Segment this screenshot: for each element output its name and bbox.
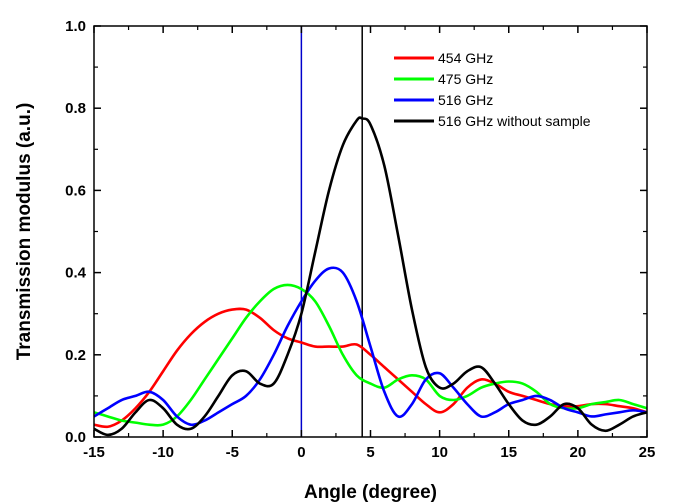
x-tick-label: 15 <box>500 444 517 461</box>
plot-area-frame <box>93 25 648 438</box>
legend-label: 516 GHz <box>438 92 493 108</box>
x-axis-title: Angle (degree) <box>304 482 437 503</box>
y-tick-label: 0.8 <box>65 100 86 117</box>
x-tick-label: 0 <box>297 444 305 461</box>
series-line-1 <box>93 283 648 427</box>
y-axis-title: Transmission modulus (a.u.) <box>14 103 35 361</box>
legend-label: 516 GHz without sample <box>438 113 591 129</box>
legend-label: 475 GHz <box>438 71 493 87</box>
axis-ticks <box>93 25 648 438</box>
y-tick-label: 0.4 <box>65 265 87 282</box>
series-lines <box>93 116 648 437</box>
y-tick-label: 0.0 <box>65 429 86 446</box>
y-tick-label: 1.0 <box>65 18 86 35</box>
series-line-3 <box>93 116 648 437</box>
legend-label: 454 GHz <box>438 50 493 66</box>
x-tick-label: 10 <box>431 444 448 461</box>
x-tick-label: 25 <box>639 444 656 461</box>
y-tick-label: 0.6 <box>65 182 86 199</box>
y-tick-label: 0.2 <box>65 347 86 364</box>
x-tick-label: -10 <box>152 444 174 461</box>
x-tick-label: 5 <box>366 444 374 461</box>
series-line-2 <box>93 266 648 427</box>
legend: 454 GHz 475 GHz 516 GHz 516 GHz without sam… <box>394 50 591 129</box>
x-tick-label: -15 <box>83 444 105 461</box>
x-tick-label: 20 <box>570 444 587 461</box>
reference-lines <box>300 26 363 437</box>
tick-labels: -15 -10 -5 0 5 10 15 20 25 0.0 0.2 0.4 0.6 0.8 1.0 <box>65 18 655 461</box>
x-tick-label: -5 <box>226 444 239 461</box>
